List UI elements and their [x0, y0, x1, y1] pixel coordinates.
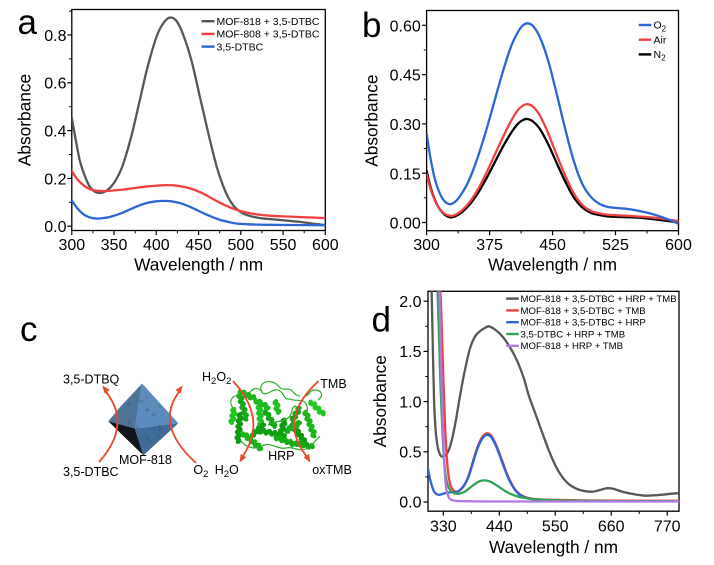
svg-text:0.6: 0.6	[44, 76, 66, 93]
svg-text:d: d	[372, 301, 391, 340]
svg-text:770: 770	[654, 519, 681, 536]
svg-text:550: 550	[542, 519, 569, 536]
svg-text:a: a	[18, 3, 38, 42]
svg-text:375: 375	[476, 237, 503, 254]
svg-text:MOF-818 + HRP + TMB: MOF-818 + HRP + TMB	[521, 341, 624, 352]
svg-text:500: 500	[227, 237, 254, 254]
svg-text:1.5: 1.5	[399, 344, 421, 361]
svg-text:0.4: 0.4	[44, 124, 66, 141]
svg-text:Air: Air	[654, 34, 667, 46]
svg-text:Wavelength / nm: Wavelength / nm	[488, 255, 617, 275]
svg-text:Absorbance: Absorbance	[362, 74, 382, 166]
svg-text:0.0: 0.0	[399, 495, 421, 512]
svg-text:c: c	[20, 310, 38, 349]
svg-text:0.8: 0.8	[44, 28, 66, 45]
svg-text:0.15: 0.15	[390, 166, 421, 183]
svg-text:450: 450	[539, 237, 566, 254]
svg-text:HRP: HRP	[268, 449, 294, 463]
svg-text:3,5-DTBQ: 3,5-DTBQ	[63, 373, 120, 387]
svg-text:300: 300	[413, 237, 440, 254]
svg-text:550: 550	[270, 237, 297, 254]
svg-text:TMB: TMB	[320, 377, 346, 391]
svg-text:400: 400	[143, 237, 170, 254]
svg-text:0.00: 0.00	[390, 216, 421, 233]
svg-text:0.60: 0.60	[390, 18, 421, 35]
svg-text:Absorbance: Absorbance	[15, 74, 35, 166]
svg-text:350: 350	[101, 237, 128, 254]
svg-text:0.45: 0.45	[390, 68, 421, 85]
svg-text:Wavelength / nm: Wavelength / nm	[134, 255, 263, 275]
svg-text:330: 330	[430, 519, 457, 536]
svg-text:MOF-818 + 3,5-DTBC + TMB: MOF-818 + 3,5-DTBC + TMB	[521, 306, 646, 317]
svg-text:MOF-818 + 3,5-DTBC + HRP + TMB: MOF-818 + 3,5-DTBC + HRP + TMB	[521, 294, 677, 305]
svg-text:0.0: 0.0	[44, 219, 66, 236]
svg-text:440: 440	[486, 519, 513, 536]
svg-text:300: 300	[58, 237, 85, 254]
svg-text:MOF-818: MOF-818	[119, 453, 172, 467]
svg-text:3,5-DTBC: 3,5-DTBC	[63, 465, 119, 479]
svg-text:H2O2: H2O2	[202, 370, 231, 387]
svg-text:525: 525	[602, 237, 629, 254]
svg-text:MOF-818 + 3,5-DTBC: MOF-818 + 3,5-DTBC	[217, 16, 320, 28]
svg-text:2.0: 2.0	[399, 294, 421, 311]
svg-text:600: 600	[312, 237, 339, 254]
svg-text:0.2: 0.2	[44, 171, 66, 188]
svg-text:660: 660	[598, 519, 625, 536]
svg-text:MOF-818 + 3,5-DTBC + HRP: MOF-818 + 3,5-DTBC + HRP	[521, 318, 646, 329]
svg-text:450: 450	[185, 237, 212, 254]
svg-text:MOF-808 + 3,5-DTBC: MOF-808 + 3,5-DTBC	[217, 29, 320, 41]
svg-text:b: b	[362, 6, 381, 45]
svg-text:Wavelength / nm: Wavelength / nm	[489, 537, 618, 557]
svg-text:1.0: 1.0	[399, 394, 421, 411]
svg-text:3,5-DTBC: 3,5-DTBC	[217, 41, 264, 53]
svg-text:0.30: 0.30	[390, 117, 421, 134]
svg-text:H2O: H2O	[215, 463, 239, 480]
svg-text:Absorbance: Absorbance	[370, 355, 390, 447]
svg-text:3,5-DTBC + HRP + TMB: 3,5-DTBC + HRP + TMB	[521, 329, 626, 340]
svg-text:0.5: 0.5	[399, 445, 421, 462]
svg-text:600: 600	[665, 237, 692, 254]
svg-text:oxTMB: oxTMB	[312, 463, 352, 477]
